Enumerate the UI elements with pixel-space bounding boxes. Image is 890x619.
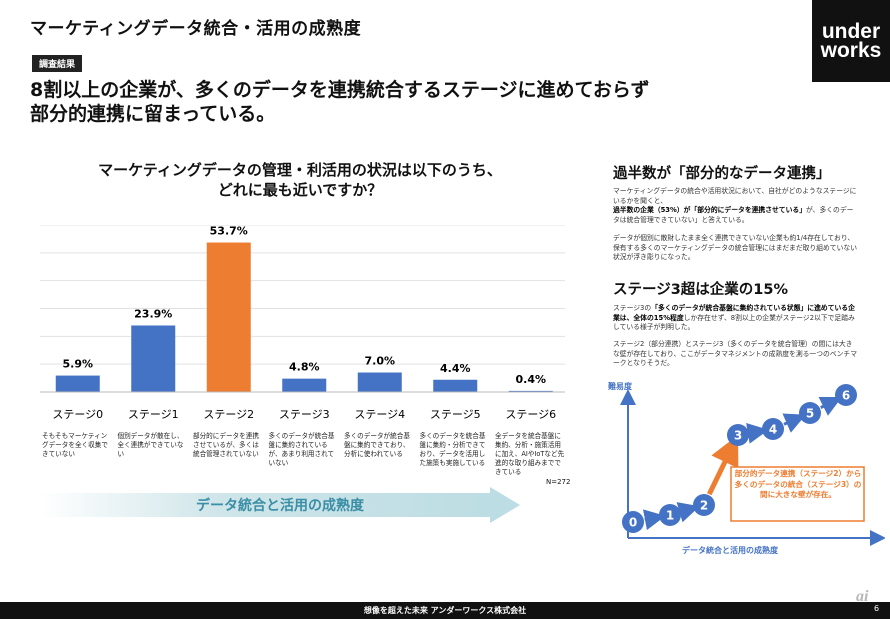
maturity-arrow-head (490, 487, 520, 523)
description-stage-6: 全データを統合基盤に集約、分析・施策活用に加え、AIやIoTなど先進的な取り組み… (495, 432, 565, 476)
description-stage-4: 多くのデータが統合基盤に集約できており、分析に使われている (344, 432, 410, 458)
value-label-stage-0: 5.9% (62, 358, 93, 371)
value-label-stage-1: 23.9% (134, 307, 172, 320)
chart-title: マーケティングデータの管理・利活用の状況は以下のうち、 どれに最も近いですか？ (40, 160, 560, 200)
bar-stage-3 (282, 378, 327, 392)
chart-title-line1: マーケティングデータの管理・利活用の状況は以下のうち、 (98, 161, 502, 179)
right-paragraph-4: ステージ2（部分連携）とステージ3（多くのデータを統合管理）の間には大きな壁が存… (613, 340, 858, 367)
stage-node-label-5: 5 (806, 407, 814, 421)
bar-stage-5 (433, 379, 478, 392)
value-label-stage-6: 0.4% (515, 373, 546, 386)
headline-line2: 部分的連携に留まっている。 (30, 103, 276, 125)
logo-line1: under (821, 20, 881, 43)
company-logo: under works (812, 0, 890, 82)
value-label-stage-2: 53.7% (210, 225, 248, 238)
stage-node-6 (835, 384, 857, 406)
x-axis-label: データ統合と活用の成熟度 (682, 545, 779, 555)
headline-line1: 8割以上の企業が、多くのデータを連携統合するステージに進めておらず (30, 79, 650, 101)
p1-part-c: が、多くのデータは統合管理できていない」と答えている。 (613, 206, 854, 224)
stage-node-label-6: 6 (842, 389, 850, 403)
description-stage-2: 部分的にデータを連携させているが、多くは統合管理されていない (193, 432, 259, 458)
stage-node-label-4: 4 (769, 423, 777, 437)
category-label-stage-2: ステージ2 (203, 408, 254, 421)
category-label-stage-1: ステージ1 (128, 408, 179, 421)
stage-node-label-3: 3 (734, 429, 742, 443)
maturity-diagram: 難易度 データ統合と活用の成熟度 0 1 2 3 4 5 6 部分的データ連携（ステージ2）… (608, 381, 885, 555)
step-arrow (642, 509, 666, 531)
p3-emphasis: 「多くのデータが統合基盤に集約されている状態」に進めている企業は、全体の15%程… (613, 304, 855, 322)
bar-stage-2 (206, 242, 251, 392)
stage-node-label-1: 1 (666, 509, 674, 523)
stage-node-3 (727, 424, 749, 446)
right-paragraph-1: マーケティングデータの統合や活用状況において、自社がどのようなステージにいるかを… (613, 187, 858, 225)
value-label-stage-5: 4.4% (440, 362, 471, 375)
right-paragraph-2: データが個別に散財したまま全く連携できていない企業も約1/4存在しており、保有す… (613, 234, 858, 261)
y-axis-label: 難易度 (608, 381, 633, 391)
wall-callout-box (730, 466, 865, 522)
category-label-stage-0: ステージ0 (52, 408, 103, 421)
page-number: 6 (874, 604, 880, 613)
p1-emphasis: 過半数の企業（53%）が「部分的にデータを連携させている」 (613, 206, 806, 214)
p1-part-a: マーケティングデータの統合や活用状況において、自社がどのようなステージにいるかを… (613, 187, 857, 205)
chart-title-line2: どれに最も近いですか？ (217, 181, 383, 199)
category-label-stage-5: ステージ5 (430, 408, 481, 421)
wall-callout: 部分的データ連携（ステージ2）から多くのデータの統合（ステージ3）の間に大きな壁… (734, 469, 862, 499)
bar-stage-1 (131, 325, 176, 392)
stage-node-label-0: 0 (629, 516, 637, 530)
wall-arrow (706, 434, 739, 496)
stage-node-1 (659, 504, 681, 526)
logo-line2: works (820, 39, 882, 62)
watermark: ai (856, 588, 869, 605)
step-arrow (746, 422, 769, 444)
headline: 8割以上の企業が、多くのデータを連携統合するステージに進めておらず 部分的連携に… (30, 78, 810, 126)
description-stage-0: そもそもマーケティングデータを全く収集できていない (42, 432, 108, 458)
stage-node-label-2: 2 (700, 499, 708, 513)
page-title: マーケティングデータ統合・活用の成熟度 (30, 19, 362, 39)
bar-chart: 5.9% ステージ0 23.9% ステージ1 53.7% ステージ2 4.8% ステージ3 7.… (40, 225, 565, 421)
value-label-stage-3: 4.8% (289, 361, 320, 374)
step-arrow (676, 502, 700, 523)
description-stage-3: 多くのデータが統合基盤に集約されているが、あまり利用されていない (268, 432, 335, 467)
bar-stage-0 (55, 375, 100, 392)
maturity-arrow (40, 493, 490, 517)
right-heading-2: ステージ3超は企業の15% (613, 282, 789, 298)
bar-stage-6 (508, 390, 553, 392)
category-label-stage-3: ステージ3 (279, 408, 330, 421)
sample-size-note: N=272 (546, 478, 571, 486)
stage-node-2 (693, 494, 715, 516)
stage-node-4 (762, 418, 784, 440)
description-stage-5: 多くのデータを統合基盤に集約・分析できており、データを活用した施策も実施している (419, 432, 486, 467)
right-paragraph-3: ステージ3の「多くのデータが統合基盤に集約されている状態」に進めている企業は、全… (613, 304, 858, 333)
diagram-nodes: 0 1 2 3 4 5 6 (622, 384, 857, 533)
step-arrow (818, 397, 842, 416)
category-label-stage-6: ステージ6 (505, 408, 556, 421)
survey-result-tag: 調査結果 (32, 55, 83, 72)
maturity-arrow-label: データ統合と活用の成熟度 (196, 498, 364, 514)
stage-node-5 (799, 402, 821, 424)
bar-stage-4 (357, 372, 402, 392)
p3-part-c: しか存在せず、8割以上の企業がステージ2以下で足踏みしている様子が判明した。 (613, 313, 855, 332)
right-heading-1: 過半数が「部分的なデータ連携」 (613, 166, 831, 182)
stage-node-0 (622, 511, 644, 533)
category-label-stage-4: ステージ4 (354, 408, 405, 421)
step-arrow (782, 413, 806, 433)
description-stage-1: 個別データが散在し、全く連携ができていない (117, 432, 184, 458)
footer: 想像を超えた未来 アンダーワークス株式会社 (0, 602, 890, 619)
wall-callout-text: 部分的データ連携（ステージ2）から多くのデータの統合（ステージ3）の間に大きな壁… (734, 469, 862, 499)
value-label-stage-4: 7.0% (364, 355, 395, 368)
p3-part-a: ステージ3の (613, 304, 652, 312)
